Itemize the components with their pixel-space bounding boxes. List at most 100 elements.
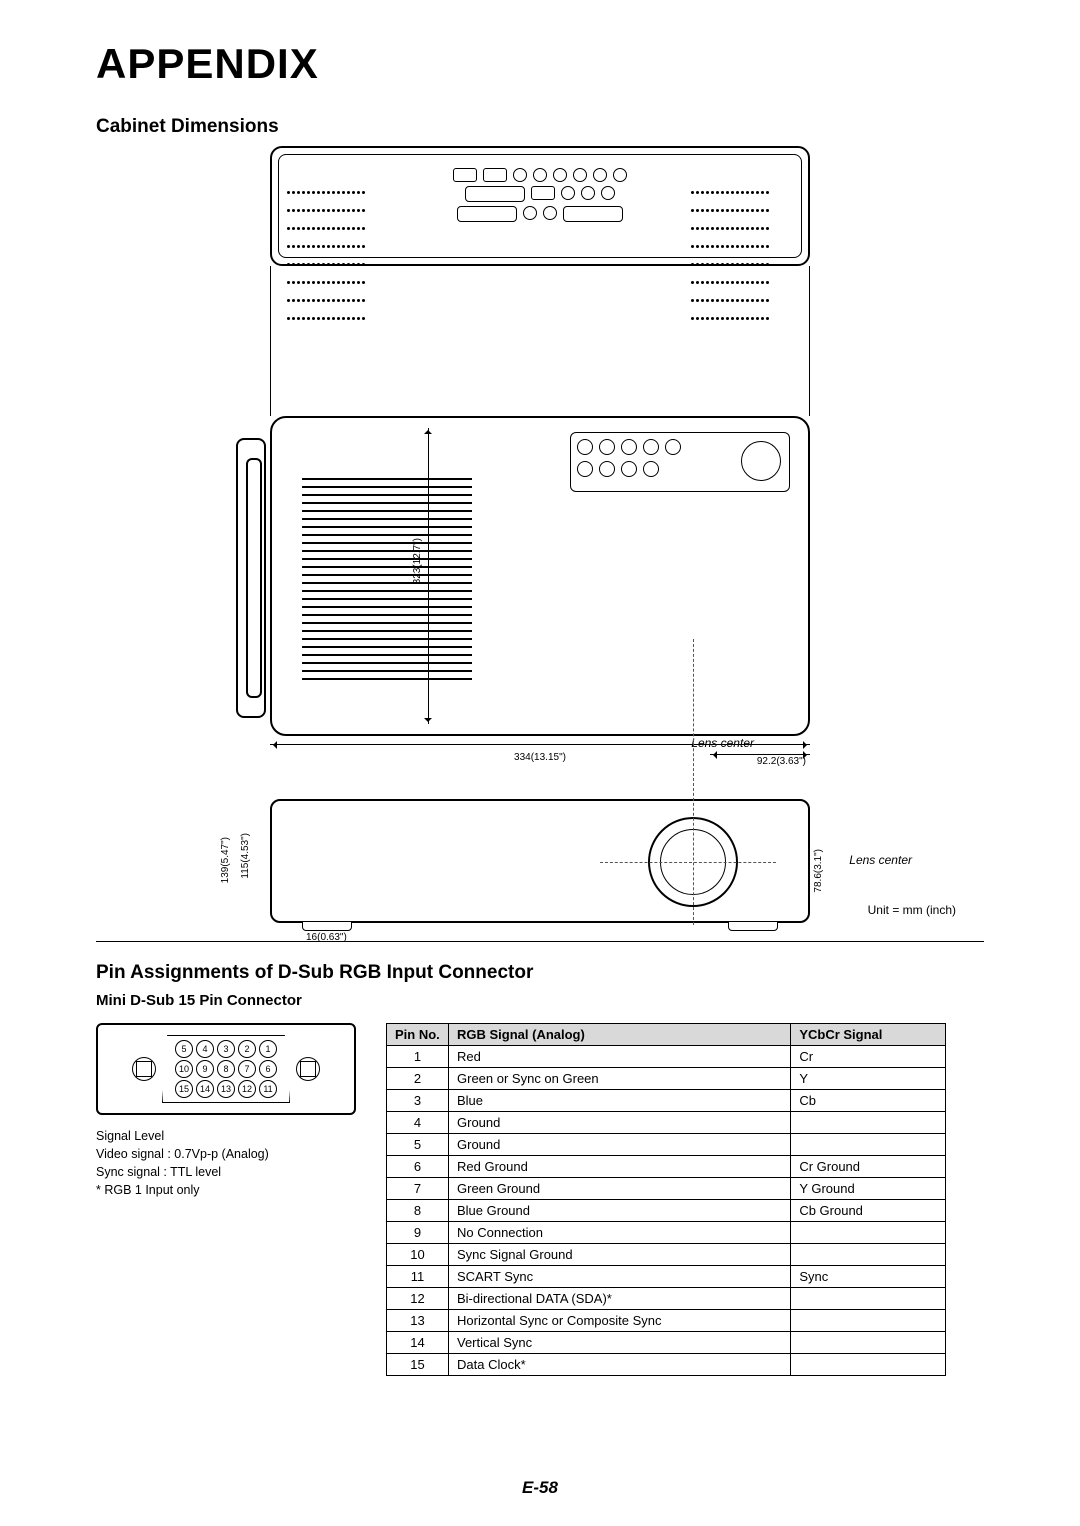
table-cell: SCART Sync [449, 1266, 791, 1288]
pin-6: 6 [259, 1060, 277, 1078]
pin-section: 543211098761514131211 Signal Level Video… [96, 1023, 984, 1376]
dim-lens-offset: 92.2(3.63") [757, 756, 806, 767]
screw-icon [132, 1057, 156, 1081]
table-cell: 10 [387, 1244, 449, 1266]
table-cell: Green or Sync on Green [449, 1068, 791, 1090]
dim-height: 323(12.7") [412, 538, 423, 584]
projector-top-view: 323(12.7") [270, 416, 810, 736]
pin-9: 9 [196, 1060, 214, 1078]
page-title: APPENDIX [96, 40, 984, 88]
table-row: 8Blue GroundCb Ground [387, 1200, 946, 1222]
table-cell: Vertical Sync [449, 1332, 791, 1354]
screw-icon [296, 1057, 320, 1081]
table-cell [791, 1288, 946, 1310]
table-cell: 6 [387, 1156, 449, 1178]
table-header: YCbCr Signal [791, 1024, 946, 1046]
dim-front-h-outer: 139(5.47") [220, 837, 231, 883]
table-cell: Green Ground [449, 1178, 791, 1200]
table-row: 9No Connection [387, 1222, 946, 1244]
projector-front-view: Lens center [270, 799, 810, 923]
dimensions-diagram: 323(12.7") 334(13.15") Lens center 92.2(… [270, 146, 810, 923]
table-cell: Y Ground [791, 1178, 946, 1200]
table-cell: 5 [387, 1134, 449, 1156]
table-cell: 11 [387, 1266, 449, 1288]
table-cell: Sync Signal Ground [449, 1244, 791, 1266]
pin-assignment-table: Pin No.RGB Signal (Analog)YCbCr Signal 1… [386, 1023, 946, 1376]
signal-l3: Sync signal : TTL level [96, 1163, 356, 1181]
dim-lens-h: 78.6(3.1") [813, 849, 824, 893]
projector-rear-view [270, 146, 810, 266]
table-cell: 3 [387, 1090, 449, 1112]
table-cell: Ground [449, 1134, 791, 1156]
pin-assignments-heading: Pin Assignments of D-Sub RGB Input Conne… [96, 962, 984, 984]
table-cell: 14 [387, 1332, 449, 1354]
table-header: Pin No. [387, 1024, 449, 1046]
table-cell: Cr Ground [791, 1156, 946, 1178]
table-cell [791, 1332, 946, 1354]
dim-front-h-inner: 115(4.53") [240, 833, 251, 879]
table-cell: 15 [387, 1354, 449, 1376]
table-cell: Sync [791, 1266, 946, 1288]
table-cell: Cb Ground [791, 1200, 946, 1222]
table-cell: No Connection [449, 1222, 791, 1244]
table-cell: Ground [449, 1112, 791, 1134]
pin-2: 2 [238, 1040, 256, 1058]
table-cell: 2 [387, 1068, 449, 1090]
pin-15: 15 [175, 1080, 193, 1098]
table-row: 10Sync Signal Ground [387, 1244, 946, 1266]
table-row: 12Bi-directional DATA (SDA)* [387, 1288, 946, 1310]
table-cell: Blue Ground [449, 1200, 791, 1222]
table-cell [791, 1222, 946, 1244]
pin-14: 14 [196, 1080, 214, 1098]
table-cell [791, 1244, 946, 1266]
pin-subheading: Mini D-Sub 15 Pin Connector [96, 992, 984, 1009]
lens-center-top: Lens center [691, 736, 754, 750]
signal-l2: Video signal : 0.7Vp-p (Analog) [96, 1145, 356, 1163]
table-cell: 9 [387, 1222, 449, 1244]
table-row: 5Ground [387, 1134, 946, 1156]
table-row: 15Data Clock* [387, 1354, 946, 1376]
table-row: 13Horizontal Sync or Composite Sync [387, 1310, 946, 1332]
dsub-connector-diagram: 543211098761514131211 [96, 1023, 356, 1115]
table-row: 11SCART SyncSync [387, 1266, 946, 1288]
unit-note: Unit = mm (inch) [868, 903, 956, 917]
pin-13: 13 [217, 1080, 235, 1098]
table-row: 7Green GroundY Ground [387, 1178, 946, 1200]
table-row: 14Vertical Sync [387, 1332, 946, 1354]
table-cell: 7 [387, 1178, 449, 1200]
pin-7: 7 [238, 1060, 256, 1078]
table-row: 4Ground [387, 1112, 946, 1134]
pin-8: 8 [217, 1060, 235, 1078]
cabinet-dimensions-heading: Cabinet Dimensions [96, 116, 984, 138]
pin-4: 4 [196, 1040, 214, 1058]
table-cell: 13 [387, 1310, 449, 1332]
dim-foot: 16(0.63") [306, 932, 347, 943]
signal-l1: Signal Level [96, 1127, 356, 1145]
pin-11: 11 [259, 1080, 277, 1098]
table-cell: Horizontal Sync or Composite Sync [449, 1310, 791, 1332]
table-cell: Red [449, 1046, 791, 1068]
pin-5: 5 [175, 1040, 193, 1058]
table-cell: Cr [791, 1046, 946, 1068]
table-cell: Blue [449, 1090, 791, 1112]
pin-10: 10 [175, 1060, 193, 1078]
table-cell: Red Ground [449, 1156, 791, 1178]
table-row: 2Green or Sync on GreenY [387, 1068, 946, 1090]
table-cell [791, 1354, 946, 1376]
table-row: 1RedCr [387, 1046, 946, 1068]
pin-12: 12 [238, 1080, 256, 1098]
table-header: RGB Signal (Analog) [449, 1024, 791, 1046]
section-divider [96, 941, 984, 942]
signal-l4: * RGB 1 Input only [96, 1181, 356, 1199]
table-cell [791, 1310, 946, 1332]
page-number: E-58 [0, 1478, 1080, 1498]
table-cell: 8 [387, 1200, 449, 1222]
table-row: 3BlueCb [387, 1090, 946, 1112]
table-cell: Y [791, 1068, 946, 1090]
table-cell [791, 1112, 946, 1134]
table-cell: 4 [387, 1112, 449, 1134]
table-cell [791, 1134, 946, 1156]
table-cell: Data Clock* [449, 1354, 791, 1376]
table-row: 6Red GroundCr Ground [387, 1156, 946, 1178]
pin-3: 3 [217, 1040, 235, 1058]
